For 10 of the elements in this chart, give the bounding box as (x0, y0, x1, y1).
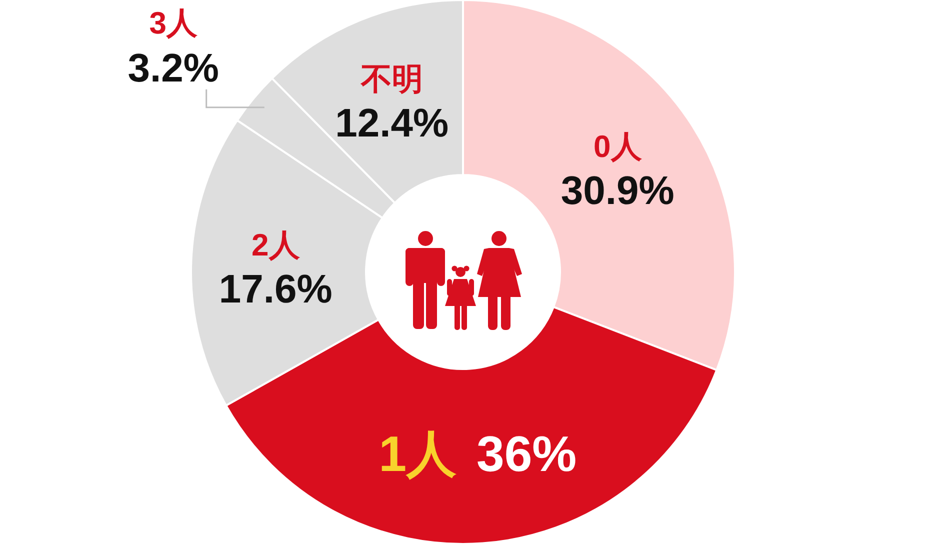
slice-label: 0人 (594, 128, 643, 164)
data-label: 36% (476, 426, 577, 482)
slice-label: 3人 (149, 5, 198, 40)
data-label: 17.6% (218, 268, 332, 312)
slice-label: 1人 (378, 426, 457, 482)
data-label: 3.2% (128, 46, 219, 90)
data-label: 12.4% (335, 102, 449, 146)
slice-label: 不明 (360, 62, 423, 97)
data-label: 30.9% (560, 168, 674, 213)
slice-label: 2人 (252, 228, 301, 263)
